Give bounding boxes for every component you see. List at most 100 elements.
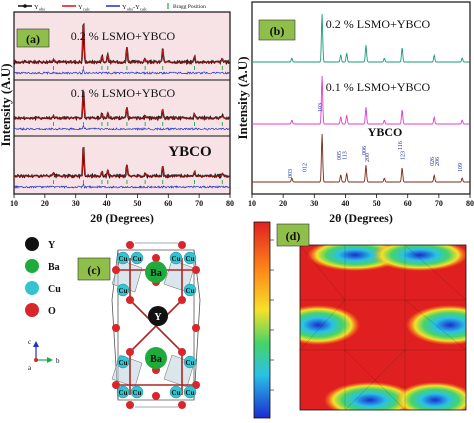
o-atom-icon	[25, 303, 39, 317]
hkl-label: 123	[400, 151, 406, 160]
y-atom-center	[148, 306, 168, 326]
copper-atoms	[116, 251, 197, 399]
panel-b-traces	[252, 13, 470, 183]
x-tick-label: 80	[466, 199, 474, 208]
panel-b-sample-bottom: YBCO	[368, 125, 403, 139]
hkl-label: 103	[318, 103, 324, 112]
panel-a-sample-bottom: YBCO	[168, 144, 211, 160]
hkl-label: 116	[398, 141, 404, 150]
panel-a-legend: Yobs Ycalc Yobs-Ycalc Bragg Position	[18, 3, 206, 12]
svg-text:Cu: Cu	[119, 389, 128, 397]
x-tick-label: 40	[103, 199, 111, 208]
axes-triad: c b a	[28, 338, 60, 372]
panel-b-sample-top: 0.2 % LSMO+YBCO	[326, 17, 431, 31]
ba-atom-top	[145, 261, 167, 283]
panel-a-sample-mid: 0.1 % LSMO+YBCO	[71, 86, 176, 100]
panel-a-traces	[13, 22, 231, 190]
ba-atom-icon	[25, 259, 39, 273]
x-tick-label: 20	[41, 199, 49, 208]
panel-a-ylabel: Intensity (A.U)	[0, 63, 13, 146]
calc-trace	[14, 91, 230, 119]
crystal-structure: Cu Cu Cu Cu Cu Cu Cu Cu Cu Cu Cu Cu Ba B…	[111, 241, 201, 409]
panel-c-label-box	[77, 257, 111, 281]
y-atom-label: Y	[154, 312, 162, 323]
svg-text:c: c	[28, 338, 31, 346]
x-tick-label: 60	[164, 199, 172, 208]
x-tick-label: 10	[10, 199, 18, 208]
hkl-label: 012	[303, 163, 309, 172]
panel-a-label: (a)	[26, 32, 40, 46]
hkl-label: 005	[337, 151, 343, 160]
svg-text:Ycalc: Ycalc	[78, 4, 90, 12]
cu-atom-icon	[25, 281, 39, 295]
svg-text:Cu: Cu	[119, 255, 128, 263]
obs-marker-icon	[23, 4, 27, 8]
hkl-label: 113	[343, 151, 349, 160]
diff-trace	[13, 68, 230, 75]
legend-o: O	[48, 306, 56, 317]
svg-text:Cu: Cu	[172, 255, 181, 263]
panel-a-xticks: 10 20 30 40 50 60 70 80	[10, 194, 234, 208]
legend-ba: Ba	[48, 262, 60, 273]
a-axis-dot-icon	[34, 358, 38, 362]
hkl-label: 006	[362, 146, 368, 155]
hkl-label: 026	[430, 157, 436, 166]
panel-a-frame	[13, 11, 231, 195]
svg-text:Cu: Cu	[119, 287, 128, 295]
svg-text:Cu: Cu	[172, 389, 181, 397]
panel-c: Y Ba Cu O	[25, 237, 201, 409]
x-tick-label: 70	[195, 199, 203, 208]
ba-atom-label-bottom: Ba	[150, 354, 162, 365]
ba-atom-bottom	[145, 347, 167, 369]
xrd-trace	[252, 13, 470, 63]
panel-a: Yobs Ycalc Yobs-Ycalc Bragg Position (a)…	[0, 3, 234, 225]
panel-b-xlabel: 2θ (Degrees)	[329, 211, 393, 225]
x-tick-label: 10	[248, 199, 256, 208]
x-tick-label: 50	[133, 199, 141, 208]
x-tick-label: 30	[72, 199, 80, 208]
svg-text:a: a	[28, 364, 32, 372]
panel-b-xticks: 10 20 30 40 50 60 70 80	[248, 194, 474, 208]
legend-diff: Y	[122, 4, 127, 11]
panel-a-xlabel: 2θ (Degrees)	[90, 211, 154, 225]
panel-b-label-box	[258, 19, 296, 41]
diff-trace	[13, 125, 230, 131]
panel-c-atom-legend: Y Ba Cu O	[25, 237, 61, 317]
x-tick-label: 40	[341, 199, 349, 208]
legend-bragg: Bragg Position	[173, 4, 206, 10]
x-tick-label: 60	[404, 199, 412, 208]
legend-obs: Y	[34, 4, 39, 11]
legend-calc: Y	[78, 4, 83, 11]
svg-text:Cu: Cu	[186, 287, 195, 295]
svg-text:Cu: Cu	[133, 389, 142, 397]
hkl-label: 003	[288, 169, 294, 178]
calc-trace	[14, 24, 230, 63]
x-tick-label: 20	[279, 199, 287, 208]
xrd-trace	[252, 133, 470, 183]
x-tick-label: 80	[226, 199, 234, 208]
panel-d-label: (d)	[286, 229, 301, 243]
x-tick-label: 50	[373, 199, 381, 208]
ba-atom-label-top: Ba	[150, 268, 162, 279]
diff-trace	[14, 183, 230, 190]
panel-b-ylabel: Intensity (A.U)	[235, 56, 250, 139]
xrd-trace	[252, 75, 470, 125]
svg-text:Yobs: Yobs	[34, 4, 45, 12]
panel-d-label-box	[276, 223, 310, 247]
svg-text:Cu: Cu	[186, 255, 195, 263]
panel-b: (b) 0.2 % LSMO+YBCO 0.1 % LSMO+YBCO YBCO…	[235, 1, 474, 225]
svg-text:Cu: Cu	[119, 359, 128, 367]
svg-text:Yobs-Ycalc: Yobs-Ycalc	[122, 4, 147, 12]
svg-text:b: b	[56, 357, 60, 365]
panel-a-sample-top: 0.2 % LSMO+YBCO	[71, 29, 176, 43]
cu-atom-labels: Cu Cu Cu Cu Cu Cu Cu Cu Cu Cu Cu Cu	[119, 255, 195, 397]
panel-c-label: (c)	[87, 263, 100, 277]
calc-trace	[14, 147, 230, 177]
x-tick-label: 30	[310, 199, 318, 208]
panel-a-label-box	[16, 28, 50, 48]
svg-text:Cu: Cu	[186, 389, 195, 397]
panel-d: (d)	[253, 221, 467, 419]
